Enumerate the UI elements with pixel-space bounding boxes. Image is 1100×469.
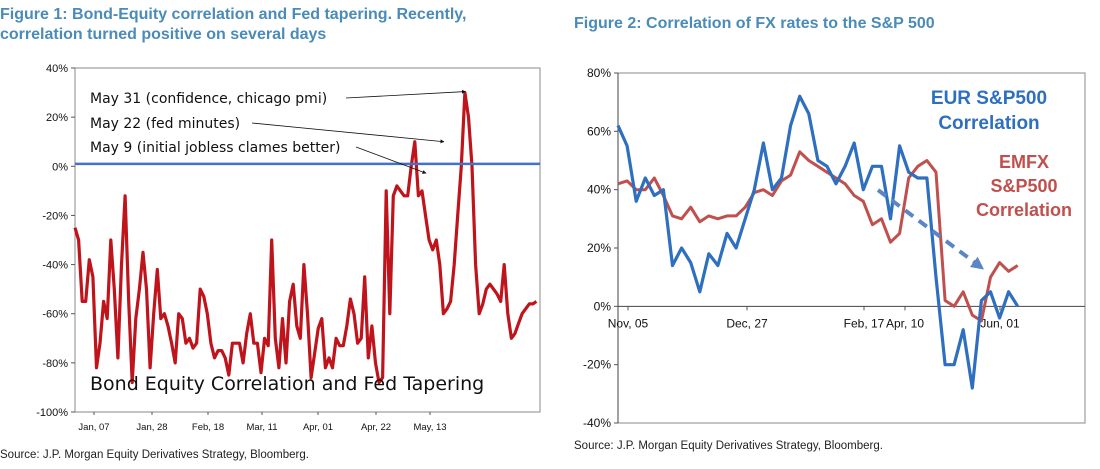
figure1-y-tick-label: -80% <box>42 358 68 370</box>
figure2-y-tick-label: 20% <box>587 241 611 255</box>
figure1-x-tick-label: Jan, 28 <box>136 422 167 433</box>
figure2-x-tick-label: Feb, 17 <box>844 316 885 330</box>
figure1-x-tick-label: Jan, 07 <box>78 422 109 433</box>
figure2-y-tick-label: -20% <box>583 358 611 372</box>
figure2-eur-series-line <box>616 94 1020 390</box>
figure1-annotation-arrow <box>251 122 445 144</box>
figure1-y-tick-label: -20% <box>42 210 68 222</box>
figure1-y-tick-label: -60% <box>42 309 68 321</box>
figure2-source: Source: J.P. Morgan Equity Derivatives S… <box>574 440 883 452</box>
figure2-trend-arrow <box>876 188 985 270</box>
figure1-x-tick-label: Apr, 22 <box>361 422 391 433</box>
figure2-x-tick-label: Apr, 10 <box>886 316 924 330</box>
figure2-x-tick-label: Dec, 27 <box>726 316 768 330</box>
figure1-annotation-label: May 9 (initial jobless clames better) <box>90 140 341 156</box>
figure1-chart: 40% 20% 0% -20% -40% -60% -80% -100% Jan, 07 Jan,… <box>36 63 541 433</box>
figure2-emfx-series-label: EMFX <box>999 152 1049 172</box>
figure1-annotation-arrow <box>345 89 466 99</box>
figure1-annotation-label: May 22 (fed minutes) <box>90 116 240 132</box>
figure2-y-tick-label: 80% <box>587 66 611 80</box>
figure2-emfx-series-label: S&P500 <box>990 176 1057 196</box>
figure1-y-tick-label: 0% <box>52 161 68 173</box>
figure2-y-tick-label: -40% <box>583 416 611 430</box>
figure2-emfx-series-label: Correlation <box>976 200 1072 220</box>
figure1-x-tick-label: Apr, 01 <box>303 422 333 433</box>
figure1-y-tick-label: 20% <box>46 112 68 124</box>
figure2-eur-series-label: EUR S&P500 <box>931 88 1047 109</box>
figure1-x-tick-label: Feb, 18 <box>192 422 224 433</box>
figure2-y-tick-label: 0% <box>594 299 612 313</box>
figure1-annotation-label: May 31 (confidence, chicago pmi) <box>90 91 327 107</box>
figure1-title: Figure 1: Bond-Equity correlation and Fe… <box>0 6 467 43</box>
figure1-series-line <box>73 90 538 385</box>
figure1-chart-title: Bond Equity Correlation and Fed Tapering <box>90 373 484 395</box>
figure1-annotation-arrow <box>355 146 427 174</box>
figure1-y-tick-label: -40% <box>42 260 68 272</box>
figure2-emfx-series-line <box>617 150 1019 323</box>
figure1-source: Source: J.P. Morgan Equity Derivatives S… <box>0 449 309 461</box>
figure2-x-tick-label: Jun, 01 <box>980 316 1020 330</box>
figure2-title: Figure 2: Correlation of FX rates to the… <box>574 15 935 32</box>
figure1-plot-area <box>74 67 541 413</box>
figure1-x-tick-label: May, 13 <box>413 422 446 433</box>
figure1-y-tick-label: -100% <box>36 407 68 419</box>
figure2-x-tick-label: Nov, 05 <box>608 316 649 330</box>
figure1-y-tick-label: 40% <box>46 63 68 75</box>
figure2-y-tick-label: 40% <box>587 183 611 197</box>
figure2-chart: 80% 60% 40% 20% 0% -20% -40% Nov, 05 Dec, 27 Feb,… <box>583 66 1086 430</box>
figure2-eur-series-label: Correlation <box>938 113 1039 134</box>
figure2-y-tick-label: 60% <box>587 124 611 138</box>
figure1-x-tick-label: Mar, 11 <box>247 422 278 433</box>
